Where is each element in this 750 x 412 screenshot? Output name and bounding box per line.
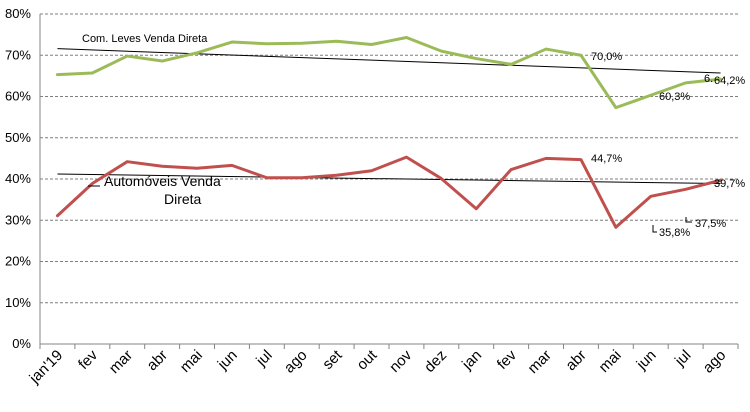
trendlines (57, 48, 721, 185)
x-tick-label: jan'19 (26, 347, 67, 388)
x-tick-label: out (354, 346, 381, 373)
series-name-com-leves: Com. Leves Venda Direta (82, 33, 208, 45)
y-axis: 0% 10% 20% 30% 40% 50% 60% 70% 80% (5, 6, 41, 351)
series-line-1 (55, 155, 723, 229)
data-label-auto-jul: 37,5% (695, 218, 726, 230)
series-name-automoveis-line1: Automóveis Venda (104, 173, 221, 189)
x-tick-label: mar (106, 347, 136, 377)
x-tick-label: jun (214, 347, 241, 374)
data-label-leves-ago: 64,2% (714, 75, 745, 87)
x-tick-label: jan (458, 347, 485, 374)
x-tick-label: jun (633, 347, 660, 374)
y-tick-label: 60% (5, 89, 31, 104)
x-axis: jan'19 fev mar abr mai jun jul ago set out nov dez j… (26, 343, 739, 388)
x-tick-label: jul (252, 347, 275, 370)
data-label-auto-jun: 35,8% (659, 227, 690, 239)
series-name-automoveis-line2: Direta (164, 191, 202, 207)
data-label-auto-abr: 44,7% (591, 153, 622, 165)
x-tick-label: dez (421, 347, 450, 376)
data-label-leves-jul: 6. (704, 73, 713, 85)
x-tick-label: set (319, 346, 346, 373)
y-tick-label: 40% (5, 171, 31, 186)
data-label-leves-abr: 70,0% (591, 51, 622, 63)
y-tick-label: 80% (5, 6, 31, 21)
x-tick-label: fev (75, 346, 102, 373)
leader-auto-jul (685, 217, 692, 223)
y-tick-label: 30% (5, 212, 31, 227)
y-tick-label: 0% (12, 336, 31, 351)
y-tick-label: 70% (5, 47, 31, 62)
x-tick-label: ago (700, 347, 730, 377)
data-label-auto-ago: 39,7% (714, 178, 745, 190)
y-tick-label: 10% (5, 295, 31, 310)
trendline-series-0 (57, 48, 721, 74)
y-tick-label: 20% (5, 254, 31, 269)
leader-auto-jun (652, 225, 657, 233)
x-tick-label: mai (596, 347, 625, 376)
x-tick-label: mai (177, 347, 206, 376)
x-tick-label: abr (562, 347, 589, 374)
series-line-0 (55, 36, 723, 110)
x-tick-label: mar (525, 347, 555, 377)
x-tick-label: jul (671, 347, 694, 370)
data-label-leves-jun: 60,3% (659, 91, 690, 103)
x-tick-label: nov (386, 346, 415, 375)
gridlines (40, 13, 738, 304)
data-labels: Com. Leves Venda Direta Automóveis Venda… (82, 33, 745, 239)
series-lines (55, 36, 723, 229)
y-tick-label: 50% (5, 130, 31, 145)
trendline-series-1 (57, 173, 721, 185)
x-tick-label: ago (281, 347, 311, 377)
x-tick-label: abr (144, 347, 171, 374)
x-tick-label: fev (494, 346, 521, 373)
